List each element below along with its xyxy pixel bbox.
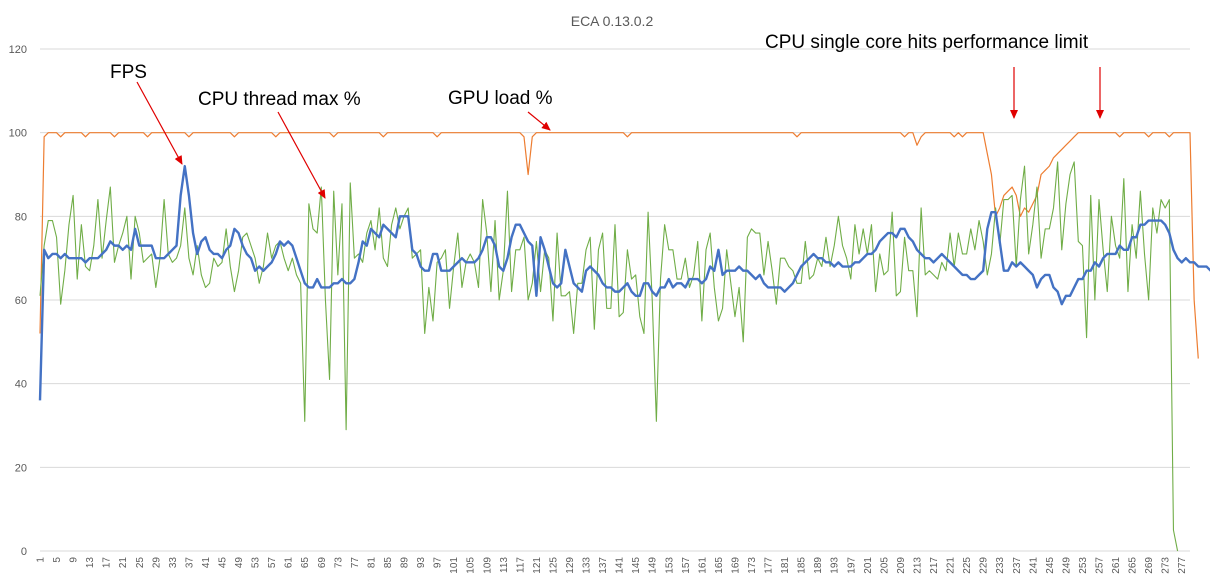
y-tick-label: 100 [9, 128, 27, 140]
annotation-cpu-single-core: CPU single core hits performance limit [765, 32, 1089, 53]
annotations: FPS CPU thread max % GPU load % CPU sing… [110, 32, 1104, 199]
y-axis-ticks: 0 20 40 60 80 100 120 [9, 44, 27, 558]
annotation-fps-arrow [136, 81, 183, 165]
x-tick-label: 169 [730, 557, 741, 574]
y-tick-label: 40 [15, 379, 27, 391]
x-tick-label: 89 [400, 557, 411, 569]
x-tick-label: 153 [664, 557, 675, 574]
x-tick-label: 117 [515, 557, 526, 573]
series-line-0 [39, 132, 1199, 359]
series-line-1 [39, 161, 1179, 552]
x-tick-label: 225 [962, 557, 973, 574]
x-tick-label: 101 [449, 557, 460, 574]
x-tick-label: 241 [1028, 557, 1039, 574]
x-tick-label: 269 [1144, 557, 1155, 574]
series-lines [38, 132, 1210, 552]
x-tick-label: 209 [896, 557, 907, 574]
x-tick-label: 21 [118, 557, 129, 569]
x-tick-label: 49 [234, 557, 245, 569]
x-tick-label: 65 [300, 557, 311, 569]
x-tick-label: 69 [317, 557, 328, 569]
x-tick-label: 213 [912, 557, 923, 574]
series-line-2 [38, 164, 1210, 401]
y-tick-label: 120 [9, 44, 27, 56]
y-tick-label: 20 [15, 462, 27, 474]
x-tick-label: 149 [648, 557, 659, 574]
x-tick-label: 257 [1094, 557, 1105, 574]
x-tick-label: 197 [846, 557, 857, 574]
y-tick-label: 0 [21, 546, 27, 558]
y-tick-label: 60 [15, 295, 27, 307]
x-tick-label: 261 [1111, 557, 1122, 574]
annotation-gpu-load-arrow [527, 111, 551, 131]
gridlines [40, 48, 1190, 552]
x-tick-label: 93 [416, 557, 427, 569]
x-tick-label: 57 [267, 557, 278, 569]
x-tick-label: 125 [548, 557, 559, 574]
x-tick-label: 237 [1012, 557, 1023, 574]
x-tick-label: 45 [218, 557, 229, 569]
x-tick-label: 5 [52, 557, 63, 563]
x-tick-label: 233 [995, 557, 1006, 574]
x-tick-label: 61 [284, 557, 295, 569]
chart-title: ECA 0.13.0.2 [571, 13, 654, 29]
x-tick-label: 221 [946, 557, 957, 574]
x-tick-label: 81 [366, 557, 377, 569]
x-tick-label: 129 [565, 557, 576, 574]
x-tick-label: 145 [631, 557, 642, 574]
x-tick-label: 245 [1045, 557, 1056, 574]
annotation-gpu-load: GPU load % [448, 88, 553, 109]
x-tick-label: 157 [681, 557, 692, 574]
x-tick-label: 161 [697, 557, 708, 574]
x-tick-label: 97 [433, 557, 444, 569]
x-tick-label: 189 [813, 557, 824, 574]
x-tick-label: 217 [929, 557, 940, 574]
x-tick-label: 41 [201, 557, 212, 569]
x-tick-label: 33 [168, 557, 179, 569]
y-tick-label: 80 [15, 211, 27, 223]
x-tick-label: 13 [85, 557, 96, 569]
x-tick-label: 201 [863, 557, 874, 574]
x-tick-label: 137 [598, 557, 609, 574]
x-tick-label: 113 [499, 557, 510, 573]
x-tick-label: 265 [1128, 557, 1139, 574]
x-tick-label: 173 [747, 557, 758, 574]
x-tick-label: 185 [797, 557, 808, 574]
x-tick-label: 181 [780, 557, 791, 574]
x-tick-label: 25 [135, 557, 146, 569]
x-tick-label: 53 [251, 557, 262, 569]
x-tick-label: 277 [1177, 557, 1188, 574]
x-axis-ticks: 1 5 9 13 17 21 25 29 33 37 41 45 49 53 57 61 65 69 73 77 81 8… [36, 557, 1189, 574]
x-tick-label: 249 [1061, 557, 1072, 574]
x-tick-label: 273 [1161, 557, 1172, 574]
x-tick-label: 121 [532, 557, 543, 574]
x-tick-label: 133 [582, 557, 593, 574]
x-tick-label: 205 [879, 557, 890, 574]
x-tick-label: 165 [714, 557, 725, 574]
annotation-fps: FPS [110, 62, 147, 83]
x-tick-label: 193 [830, 557, 841, 574]
x-tick-label: 85 [383, 557, 394, 569]
annotation-cpu-thread-arrow [277, 111, 326, 199]
x-tick-label: 29 [151, 557, 162, 569]
x-tick-label: 109 [482, 557, 493, 574]
x-tick-label: 77 [350, 557, 361, 569]
x-tick-label: 229 [979, 557, 990, 574]
annotation-cpu-thread: CPU thread max % [198, 89, 361, 110]
x-tick-label: 105 [466, 557, 477, 574]
x-tick-label: 17 [102, 557, 113, 569]
x-tick-label: 141 [615, 557, 626, 574]
x-tick-label: 177 [764, 557, 775, 574]
x-tick-label: 37 [184, 557, 195, 569]
x-tick-label: 73 [333, 557, 344, 569]
x-tick-label: 253 [1078, 557, 1089, 574]
x-tick-label: 1 [36, 557, 47, 563]
x-tick-label: 9 [69, 557, 80, 563]
